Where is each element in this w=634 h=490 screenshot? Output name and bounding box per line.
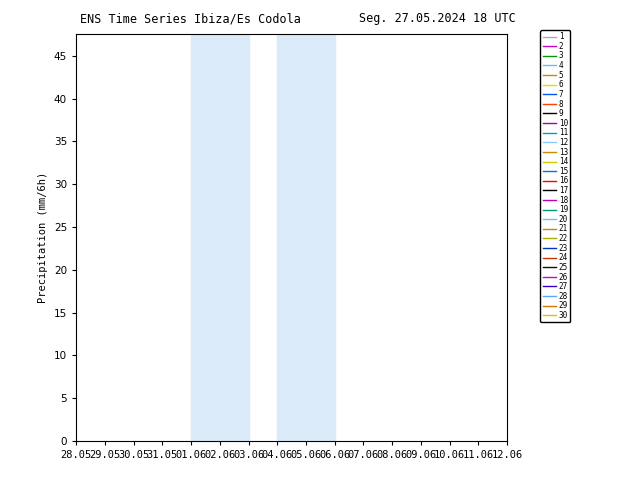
Bar <box>191 34 249 441</box>
Text: Seg. 27.05.2024 18 UTC: Seg. 27.05.2024 18 UTC <box>359 12 516 25</box>
Legend: 1, 2, 3, 4, 5, 6, 7, 8, 9, 10, 11, 12, 13, 14, 15, 16, 17, 18, 19, 20, 21, 22, 2: 1, 2, 3, 4, 5, 6, 7, 8, 9, 10, 11, 12, 1… <box>540 30 570 322</box>
Text: ENS Time Series Ibiza/Es Codola: ENS Time Series Ibiza/Es Codola <box>80 12 301 25</box>
Bar <box>277 34 335 441</box>
Y-axis label: Precipitation (mm/6h): Precipitation (mm/6h) <box>38 172 48 303</box>
